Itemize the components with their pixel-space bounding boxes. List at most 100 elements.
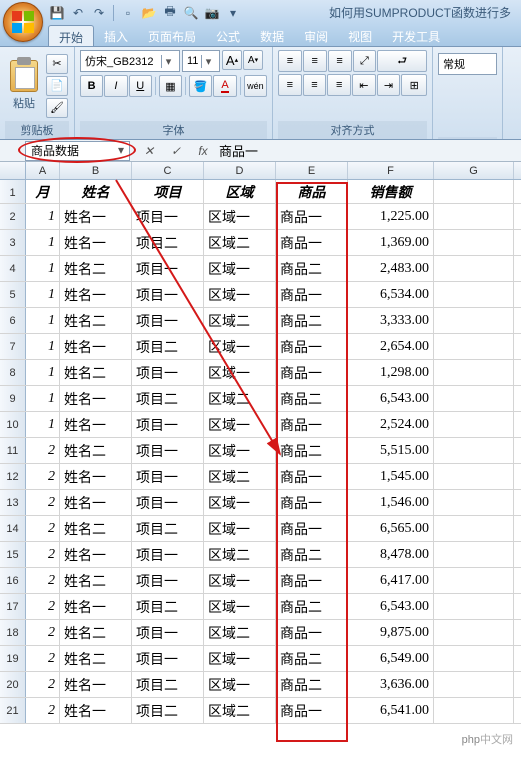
cell[interactable]: 区域一 [204,438,276,463]
cell[interactable]: 项目一 [132,438,204,463]
cell[interactable]: 商品二 [276,308,348,333]
cell[interactable]: 项目二 [132,386,204,411]
cell[interactable] [434,412,514,437]
tab-layout[interactable]: 页面布局 [138,25,206,46]
align-bottom-button[interactable]: ≡ [328,50,352,72]
cell[interactable] [434,568,514,593]
cell[interactable]: 2 [26,516,60,541]
cell[interactable]: 区域二 [204,230,276,255]
cell[interactable]: 区域一 [204,594,276,619]
cell[interactable]: 5,515.00 [348,438,434,463]
row-header[interactable]: 3 [0,230,26,255]
tab-view[interactable]: 视图 [338,25,382,46]
cell[interactable]: 姓名二 [60,438,132,463]
cell[interactable]: 商品一 [276,230,348,255]
cell[interactable]: 8,478.00 [348,542,434,567]
col-header-A[interactable]: A [26,162,60,179]
cell[interactable]: 1 [26,334,60,359]
cell[interactable]: 1 [26,412,60,437]
cell[interactable]: 1 [26,282,60,307]
cell[interactable]: 区域一 [204,490,276,515]
cell[interactable]: 项目一 [132,490,204,515]
border-button[interactable]: ▦ [159,75,182,97]
cell[interactable]: 姓名一 [60,386,132,411]
italic-button[interactable]: I [104,75,127,97]
cell[interactable]: 项目一 [132,620,204,645]
preview-icon[interactable]: 🔍 [182,4,200,22]
row-header[interactable]: 17 [0,594,26,619]
cell[interactable]: 6,541.00 [348,698,434,723]
print-icon[interactable]: 🖶 [161,4,179,22]
cell[interactable]: 姓名一 [60,594,132,619]
cell[interactable] [434,490,514,515]
merge-button[interactable]: ⊞ [401,74,427,96]
cell[interactable]: 1,545.00 [348,464,434,489]
cell[interactable]: 姓名二 [60,256,132,281]
cell[interactable]: 2,524.00 [348,412,434,437]
cell[interactable]: 项目一 [132,256,204,281]
col-header-E[interactable]: E [276,162,348,179]
cell[interactable]: 商品二 [276,438,348,463]
cell[interactable] [434,438,514,463]
cell[interactable]: 姓名一 [60,334,132,359]
fx-icon[interactable]: fx [192,142,214,160]
cell[interactable]: 区域二 [204,386,276,411]
cell[interactable]: 姓名一 [60,282,132,307]
row-header[interactable]: 11 [0,438,26,463]
cell[interactable]: 6,565.00 [348,516,434,541]
phonetic-button[interactable]: wén [244,75,267,97]
cell[interactable]: 3,636.00 [348,672,434,697]
row-header[interactable]: 1 [0,180,26,203]
row-header[interactable]: 20 [0,672,26,697]
cell[interactable]: 姓名一 [60,672,132,697]
cell[interactable]: 项目 [132,180,204,203]
cell[interactable]: 项目二 [132,230,204,255]
cell[interactable]: 1 [26,256,60,281]
cell[interactable]: 姓名一 [60,464,132,489]
cell[interactable]: 6,534.00 [348,282,434,307]
tab-formula[interactable]: 公式 [206,25,250,46]
cell[interactable]: 姓名一 [60,204,132,229]
cell[interactable] [434,646,514,671]
col-header-C[interactable]: C [132,162,204,179]
cell[interactable] [434,256,514,281]
font-color-button[interactable]: A [213,75,236,97]
cell[interactable] [434,386,514,411]
cell[interactable]: 商品一 [276,568,348,593]
cell[interactable] [434,360,514,385]
cell[interactable]: 6,549.00 [348,646,434,671]
cell[interactable]: 区域二 [204,464,276,489]
align-top-button[interactable]: ≡ [278,50,302,72]
enter-icon[interactable]: ✓ [165,142,187,160]
cell[interactable] [434,204,514,229]
cell[interactable]: 1 [26,204,60,229]
cell[interactable]: 1 [26,308,60,333]
cell[interactable]: 月 [26,180,60,203]
cell[interactable]: 2 [26,438,60,463]
cell[interactable]: 项目一 [132,568,204,593]
row-header[interactable]: 4 [0,256,26,281]
align-right-button[interactable]: ≡ [327,74,351,96]
save-icon[interactable]: 💾 [48,4,66,22]
fill-color-button[interactable]: 🪣 [189,75,212,97]
cell[interactable] [434,334,514,359]
cell[interactable]: 1,546.00 [348,490,434,515]
cell[interactable]: 2 [26,646,60,671]
tab-dev[interactable]: 开发工具 [382,25,450,46]
cell[interactable]: 区域一 [204,646,276,671]
cell[interactable]: 商品二 [276,386,348,411]
redo-icon[interactable]: ↷ [90,4,108,22]
cell[interactable]: 商品二 [276,646,348,671]
cell[interactable] [434,464,514,489]
cell[interactable]: 6,543.00 [348,594,434,619]
cell[interactable]: 商品 [276,180,348,203]
row-header[interactable]: 6 [0,308,26,333]
tab-review[interactable]: 审阅 [294,25,338,46]
cell[interactable]: 区域二 [204,542,276,567]
cell[interactable]: 商品一 [276,412,348,437]
cell[interactable]: 项目二 [132,334,204,359]
cell[interactable] [434,230,514,255]
cell[interactable]: 区域二 [204,698,276,723]
cell[interactable]: 商品二 [276,256,348,281]
number-format-select[interactable]: 常规 [438,53,497,75]
